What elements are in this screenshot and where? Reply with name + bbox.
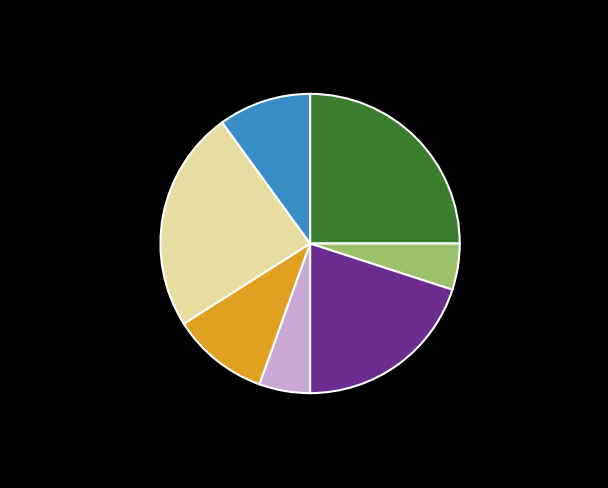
Wedge shape (184, 244, 310, 385)
Wedge shape (310, 244, 460, 290)
Wedge shape (161, 123, 310, 324)
Wedge shape (310, 244, 452, 393)
Wedge shape (310, 95, 460, 244)
Wedge shape (222, 95, 310, 244)
Wedge shape (260, 244, 310, 393)
